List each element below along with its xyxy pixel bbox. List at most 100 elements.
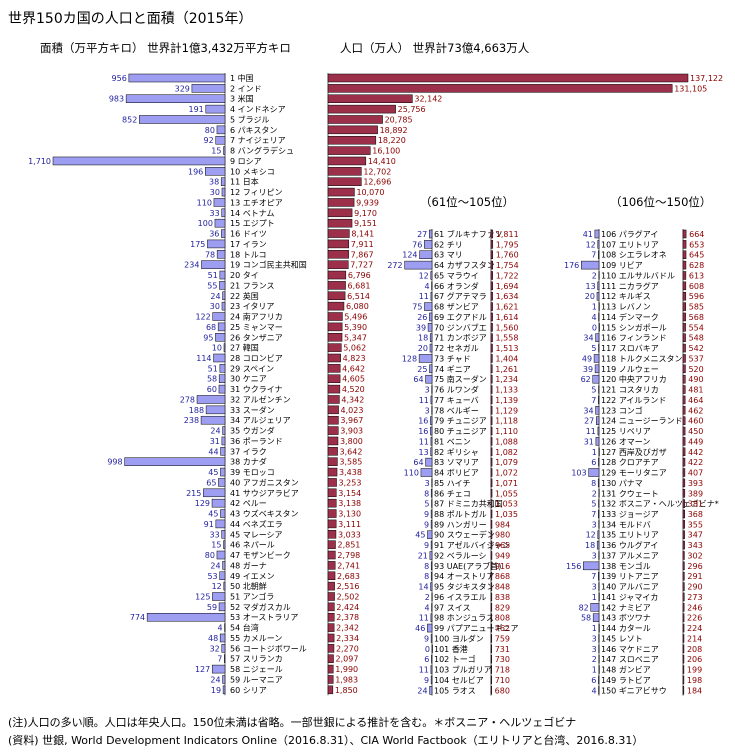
- area-value-label: 80: [205, 551, 215, 560]
- population-bar: [682, 333, 686, 342]
- population-value-label: 6,796: [348, 271, 371, 280]
- country-label: 35 ウガンダ: [230, 426, 275, 436]
- area-bar: [598, 457, 600, 467]
- population-value-label: 554: [689, 323, 704, 332]
- area-bar: [205, 167, 226, 176]
- area-value-label: 64: [413, 458, 423, 467]
- area-bar: [222, 561, 226, 570]
- area-value-label: 14: [418, 583, 428, 592]
- country-label: 119 ノルウェー: [601, 365, 659, 374]
- area-value-label: 1: [592, 624, 597, 633]
- population-value-label: 7,911: [351, 240, 374, 249]
- population-bar: [682, 457, 686, 467]
- area-value-label: 3: [425, 386, 430, 395]
- population-value-label: 613: [689, 271, 704, 280]
- area-bar: [598, 571, 600, 581]
- country-label: 71 カンボジア: [434, 334, 487, 343]
- country-label: 41 サウジアラビア: [230, 489, 299, 498]
- population-bar: [327, 364, 341, 373]
- area-value-label: 82: [579, 603, 589, 612]
- area-bar: [223, 343, 226, 352]
- country-label: 61 ブルキナファソ: [434, 229, 503, 239]
- area-value-label: 51: [208, 364, 218, 373]
- population-bar: [327, 602, 335, 612]
- population-value-label: 7,727: [350, 261, 373, 270]
- area-bar: [588, 468, 600, 477]
- population-bar: [490, 571, 493, 581]
- population-bar: [327, 571, 336, 581]
- area-value-label: 18: [585, 541, 595, 550]
- area-value-label: 24: [210, 561, 220, 570]
- population-value-label: 273: [687, 593, 702, 602]
- population-bar: [682, 468, 686, 477]
- area-bar: [598, 489, 600, 498]
- population-value-label: 537: [689, 354, 704, 363]
- area-bar: [594, 364, 600, 374]
- country-label: 17 イラン: [230, 240, 267, 249]
- area-bar: [430, 395, 433, 405]
- country-label: 74 ギニア: [434, 365, 471, 374]
- area-bar: [220, 509, 226, 518]
- country-label: 3 米国: [230, 94, 254, 104]
- country-label: 80 チュニジア: [434, 427, 487, 436]
- country-label: 125 リベリア: [601, 427, 651, 436]
- area-bar: [598, 385, 600, 394]
- area-bar: [430, 520, 433, 529]
- country-label: 126 オマーン: [601, 437, 650, 446]
- population-bar: [327, 592, 335, 601]
- population-bar: [490, 582, 493, 591]
- area-bar: [597, 281, 600, 291]
- area-bar: [219, 571, 226, 581]
- area-value-label: 1: [592, 448, 597, 457]
- area-value-label: 6: [591, 458, 596, 467]
- population-value-label: 1,110: [495, 427, 518, 436]
- population-bar: [682, 343, 686, 353]
- area-value-label: 11: [586, 427, 596, 436]
- area-bar: [431, 654, 433, 664]
- country-label: 57 スリランカ: [230, 655, 283, 664]
- area-value-label: 125: [195, 593, 210, 602]
- country-label: 15 エジプト: [230, 219, 275, 228]
- area-bar: [139, 115, 226, 124]
- area-bar: [220, 447, 226, 456]
- area-bar: [207, 239, 226, 249]
- population-bar: [327, 239, 350, 249]
- area-value-label: 92: [204, 136, 214, 145]
- area-value-label: 45: [415, 531, 425, 540]
- population-value-label: 1,072: [495, 469, 518, 478]
- area-value-label: 12: [586, 240, 596, 249]
- area-bar: [596, 416, 600, 425]
- population-bar: [327, 374, 341, 383]
- country-label: 97 スイス: [434, 603, 470, 612]
- area-bar: [429, 364, 433, 374]
- population-bar: [682, 582, 685, 591]
- population-bar: [327, 395, 340, 404]
- population-value-label: 4,023: [341, 406, 364, 415]
- area-bar: [430, 540, 433, 550]
- population-bar: [490, 385, 493, 394]
- population-bar: [327, 384, 341, 394]
- section-61-105-label: （61位～105位）: [420, 195, 515, 209]
- population-value-label: 381: [688, 500, 703, 509]
- country-label: 39 モロッコ: [230, 468, 275, 477]
- population-value-label: 460: [688, 417, 703, 426]
- area-bar: [418, 354, 433, 363]
- population-bar: [327, 291, 346, 301]
- country-label: 47 モザンビーク: [230, 551, 291, 560]
- population-bar: [490, 240, 494, 249]
- population-value-label: 3,138: [338, 499, 361, 508]
- population-bar: [490, 634, 493, 643]
- area-bar: [219, 270, 226, 280]
- population-bar: [327, 353, 341, 363]
- population-value-label: 2,683: [337, 572, 360, 581]
- population-bar: [682, 561, 685, 571]
- country-label: 98 ホンジュラス: [434, 614, 494, 623]
- population-bar: [327, 509, 337, 518]
- area-value-label: 191: [189, 105, 204, 114]
- area-value-label: 49: [582, 354, 592, 363]
- population-value-label: 6,514: [347, 292, 370, 301]
- area-bar: [218, 384, 226, 394]
- population-value-label: 965: [495, 541, 510, 550]
- country-label: 102 トーゴ: [434, 654, 476, 664]
- population-value-label: 980: [495, 531, 510, 540]
